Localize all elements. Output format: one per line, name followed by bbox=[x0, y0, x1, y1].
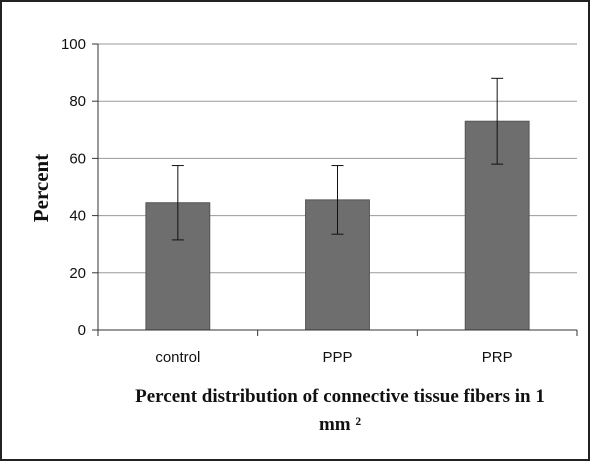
x-axis-label-line-2: mm ² bbox=[319, 414, 361, 435]
x-tick-label: PPP bbox=[322, 349, 352, 366]
y-tick-label: 80 bbox=[69, 93, 86, 110]
y-tick-labels: 0 20 40 60 80 100 bbox=[61, 36, 86, 339]
x-tick-label: control bbox=[155, 349, 200, 366]
y-tick-label: 20 bbox=[69, 265, 86, 282]
error-bars bbox=[171, 77, 504, 241]
x-axis-label-line-1: Percent distribution of connective tissu… bbox=[135, 386, 545, 407]
y-tick-label: 60 bbox=[69, 150, 86, 167]
y-axis-label: Percent bbox=[29, 154, 53, 222]
y-tick-label: 0 bbox=[78, 322, 86, 339]
bars bbox=[145, 120, 530, 331]
x-tick-label: PRP bbox=[482, 349, 513, 366]
y-tick-label: 40 bbox=[69, 208, 86, 225]
y-tick-label: 100 bbox=[61, 36, 86, 53]
axes bbox=[97, 44, 578, 336]
error-bar-prp bbox=[491, 77, 504, 165]
x-tick-labels: control PPP PRP bbox=[155, 349, 512, 366]
error-bar-ppp bbox=[331, 165, 344, 235]
error-bar-control bbox=[171, 165, 184, 241]
